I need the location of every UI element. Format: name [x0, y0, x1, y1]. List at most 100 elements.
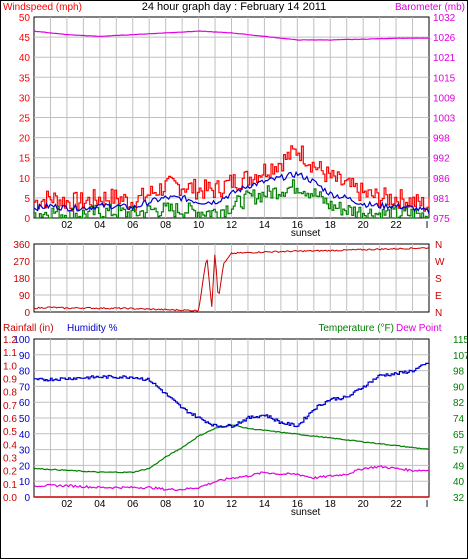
- humidity-panel-xtick: 22: [391, 499, 403, 510]
- humidity-ytick: 70: [19, 382, 31, 393]
- compass-ytick: N: [435, 240, 442, 251]
- wind-panel-xtick: 20: [358, 220, 370, 231]
- chart-title: 24 hour graph day : February 14 2011: [142, 1, 326, 13]
- temperature-ytick: 65: [453, 430, 465, 441]
- barometer-axis-label: Barometer (mb): [395, 2, 465, 13]
- wind-ytick: 40: [19, 53, 31, 64]
- direction-ytick: 270: [13, 257, 30, 268]
- baro-ytick: 998: [433, 134, 450, 145]
- rainfall-ytick: 1.0: [3, 361, 17, 372]
- direction-series-line: [33, 247, 430, 312]
- wind-panel-xtick: 08: [160, 220, 172, 231]
- compass-ytick: S: [435, 274, 442, 285]
- temperature-ytick: 74: [453, 414, 465, 425]
- compass-ytick: E: [435, 291, 442, 302]
- humidity-panel-xtick: 10: [193, 499, 205, 510]
- baro-ytick: 975: [433, 214, 450, 225]
- baro-ytick: 1009: [433, 93, 456, 104]
- humidity-ytick: 90: [19, 351, 31, 362]
- humidity-axis-label: Humidity %: [67, 323, 118, 334]
- compass-ytick: W: [435, 257, 445, 268]
- baro-ytick: 981: [433, 194, 450, 205]
- humidity-ytick: 40: [19, 430, 31, 441]
- wind-ytick: 45: [19, 33, 31, 44]
- humidity-panel-sunset-label: sunset: [291, 507, 321, 518]
- wind-panel-xtick-end: I: [426, 220, 429, 231]
- dewpoint-series-line: [33, 465, 430, 492]
- temperature-ytick: 115: [453, 335, 467, 346]
- wind-panel-xtick: 22: [391, 220, 403, 231]
- humidity-panel-xtick: 14: [259, 499, 271, 510]
- humidity-panel-xtick: 02: [61, 499, 73, 510]
- compass-ytick: N: [435, 308, 442, 319]
- wind-panel-xtick: 12: [226, 220, 238, 231]
- barometer-series-line: [33, 30, 430, 41]
- direction-ytick: 360: [13, 240, 30, 251]
- wind-panel-xtick: 02: [61, 220, 73, 231]
- wind-ytick: 0: [24, 214, 30, 225]
- humidity-panel-xtick: 04: [94, 499, 106, 510]
- rainfall-ytick: 0.4: [3, 440, 17, 451]
- humidity-panel-xtick: 16: [292, 499, 304, 510]
- rainfall-ytick: 0.5: [3, 427, 17, 438]
- rainfall-ytick: 0.9: [3, 375, 17, 386]
- wind-panel-xtick: 14: [259, 220, 271, 231]
- temperature-axis-label: Temperature (°F): [318, 323, 394, 334]
- direction-ytick: 0: [24, 308, 30, 319]
- rainfall-ytick: 0.3: [3, 454, 17, 465]
- wind-ytick: 5: [24, 194, 30, 205]
- humidity-ytick: 0: [24, 493, 30, 504]
- rainfall-ytick: 0.7: [3, 401, 17, 412]
- temperature-ytick: 107: [453, 351, 467, 362]
- wind-panel-xtick: 04: [94, 220, 106, 231]
- humidity-ytick: 80: [19, 367, 31, 378]
- humidity-ytick: 20: [19, 461, 31, 472]
- temperature-ytick: 90: [453, 382, 465, 393]
- baro-ytick: 986: [433, 174, 450, 185]
- dewpoint-axis-label: Dew Point: [396, 323, 442, 334]
- temperature-ytick: 32: [453, 493, 465, 504]
- humidity-ytick: 30: [19, 446, 31, 457]
- direction-ytick: 90: [19, 291, 31, 302]
- rainfall-ytick: 1.1: [3, 348, 17, 359]
- temperature-ytick: 40: [453, 477, 465, 488]
- wind-ytick: 30: [19, 93, 31, 104]
- temperature-ytick: 49: [453, 461, 465, 472]
- temperature-ytick: 82: [453, 398, 465, 409]
- baro-ytick: 1021: [433, 53, 456, 64]
- direction-ytick: 180: [13, 274, 30, 285]
- wind-ytick: 15: [19, 154, 31, 165]
- rainfall-ytick: 0.1: [3, 480, 17, 491]
- humidity-panel-xtick: 08: [160, 499, 172, 510]
- wind-ytick: 25: [19, 114, 31, 125]
- windspeed-axis-label: Windspeed (mph): [3, 2, 82, 13]
- wind-panel-xtick: 10: [193, 220, 205, 231]
- lull-series-line: [34, 179, 430, 219]
- baro-ytick: 1026: [433, 33, 456, 44]
- temperature-ytick: 98: [453, 367, 465, 378]
- wind-panel-xtick: 18: [325, 220, 337, 231]
- baro-ytick: 1003: [433, 114, 456, 125]
- rainfall-ytick: 0.8: [3, 388, 17, 399]
- gust-series-line: [34, 145, 430, 212]
- humidity-panel-xtick-end: I: [426, 499, 429, 510]
- avg-series-line: [33, 170, 430, 215]
- rainfall-ytick: 0.6: [3, 414, 17, 425]
- rainfall-axis-label: Rainfall (in): [3, 323, 54, 334]
- rainfall-ytick: 0.2: [3, 467, 17, 478]
- wind-ytick: 35: [19, 73, 31, 84]
- humidity-ytick: 10: [19, 477, 31, 488]
- humidity-ytick: 60: [19, 398, 31, 409]
- humidity-panel-xtick: 18: [325, 499, 337, 510]
- humidity-ytick: 100: [13, 335, 30, 346]
- humidity-ytick: 50: [19, 414, 31, 425]
- baro-ytick: 1032: [433, 13, 456, 24]
- humidity-panel-xtick: 06: [127, 499, 139, 510]
- wind-ytick: 50: [19, 13, 31, 24]
- baro-ytick: 992: [433, 154, 450, 165]
- wind-ytick: 20: [19, 134, 31, 145]
- wind-panel-sunset-label: sunset: [291, 228, 321, 239]
- humidity-panel-xtick: 20: [358, 499, 370, 510]
